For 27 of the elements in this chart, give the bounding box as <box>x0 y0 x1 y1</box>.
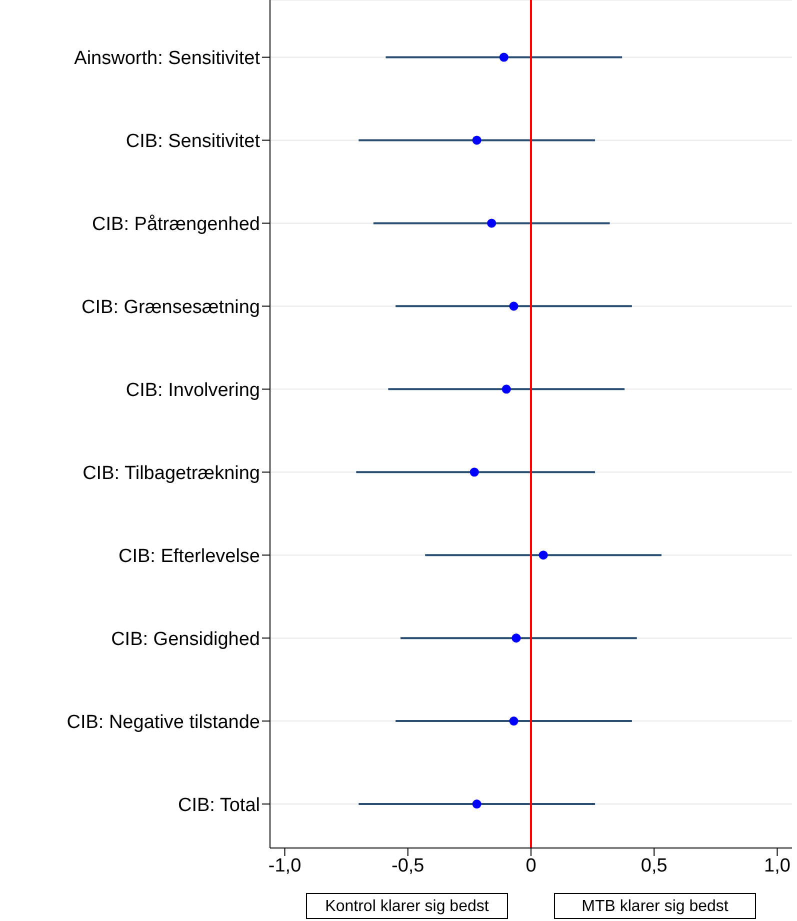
x-tick-label: 0 <box>526 855 536 876</box>
point <box>472 136 482 145</box>
point <box>509 302 518 311</box>
text: Kontrol klarer sig bedst <box>306 893 508 919</box>
y-tick-label: CIB: Grænsesætning <box>82 296 260 318</box>
x-tick-label: 1,0 <box>764 855 790 876</box>
x-tick-label: -0,5 <box>392 855 424 876</box>
x-tick-label: -1,0 <box>268 855 302 876</box>
y-tick-label: CIB: Tilbagetrækning <box>82 462 260 484</box>
point <box>538 550 548 560</box>
y-tick-label: CIB: Gensidighed <box>111 628 260 650</box>
y-tick-label: Ainsworth: Sensitivitet <box>74 48 261 69</box>
y-tick-label: CIB: Sensitivitet <box>126 130 261 152</box>
point <box>487 218 496 228</box>
y-tick-label: CIB: Negative tilstande <box>66 712 260 733</box>
point <box>499 52 508 62</box>
point <box>470 468 479 477</box>
point <box>502 384 511 394</box>
x-tick-label: 0,5 <box>640 855 668 876</box>
point <box>472 800 482 809</box>
text: MTB klarer sig bedst <box>554 893 756 919</box>
y-tick-label: CIB: Påtrængenhed <box>92 214 260 235</box>
y-tick-label: CIB: Involvering <box>126 380 260 401</box>
y-tick-label: CIB: Total <box>178 794 260 816</box>
y-tick-label: CIB: Efterlevelse <box>118 546 260 567</box>
point <box>512 634 521 643</box>
point <box>509 716 518 726</box>
